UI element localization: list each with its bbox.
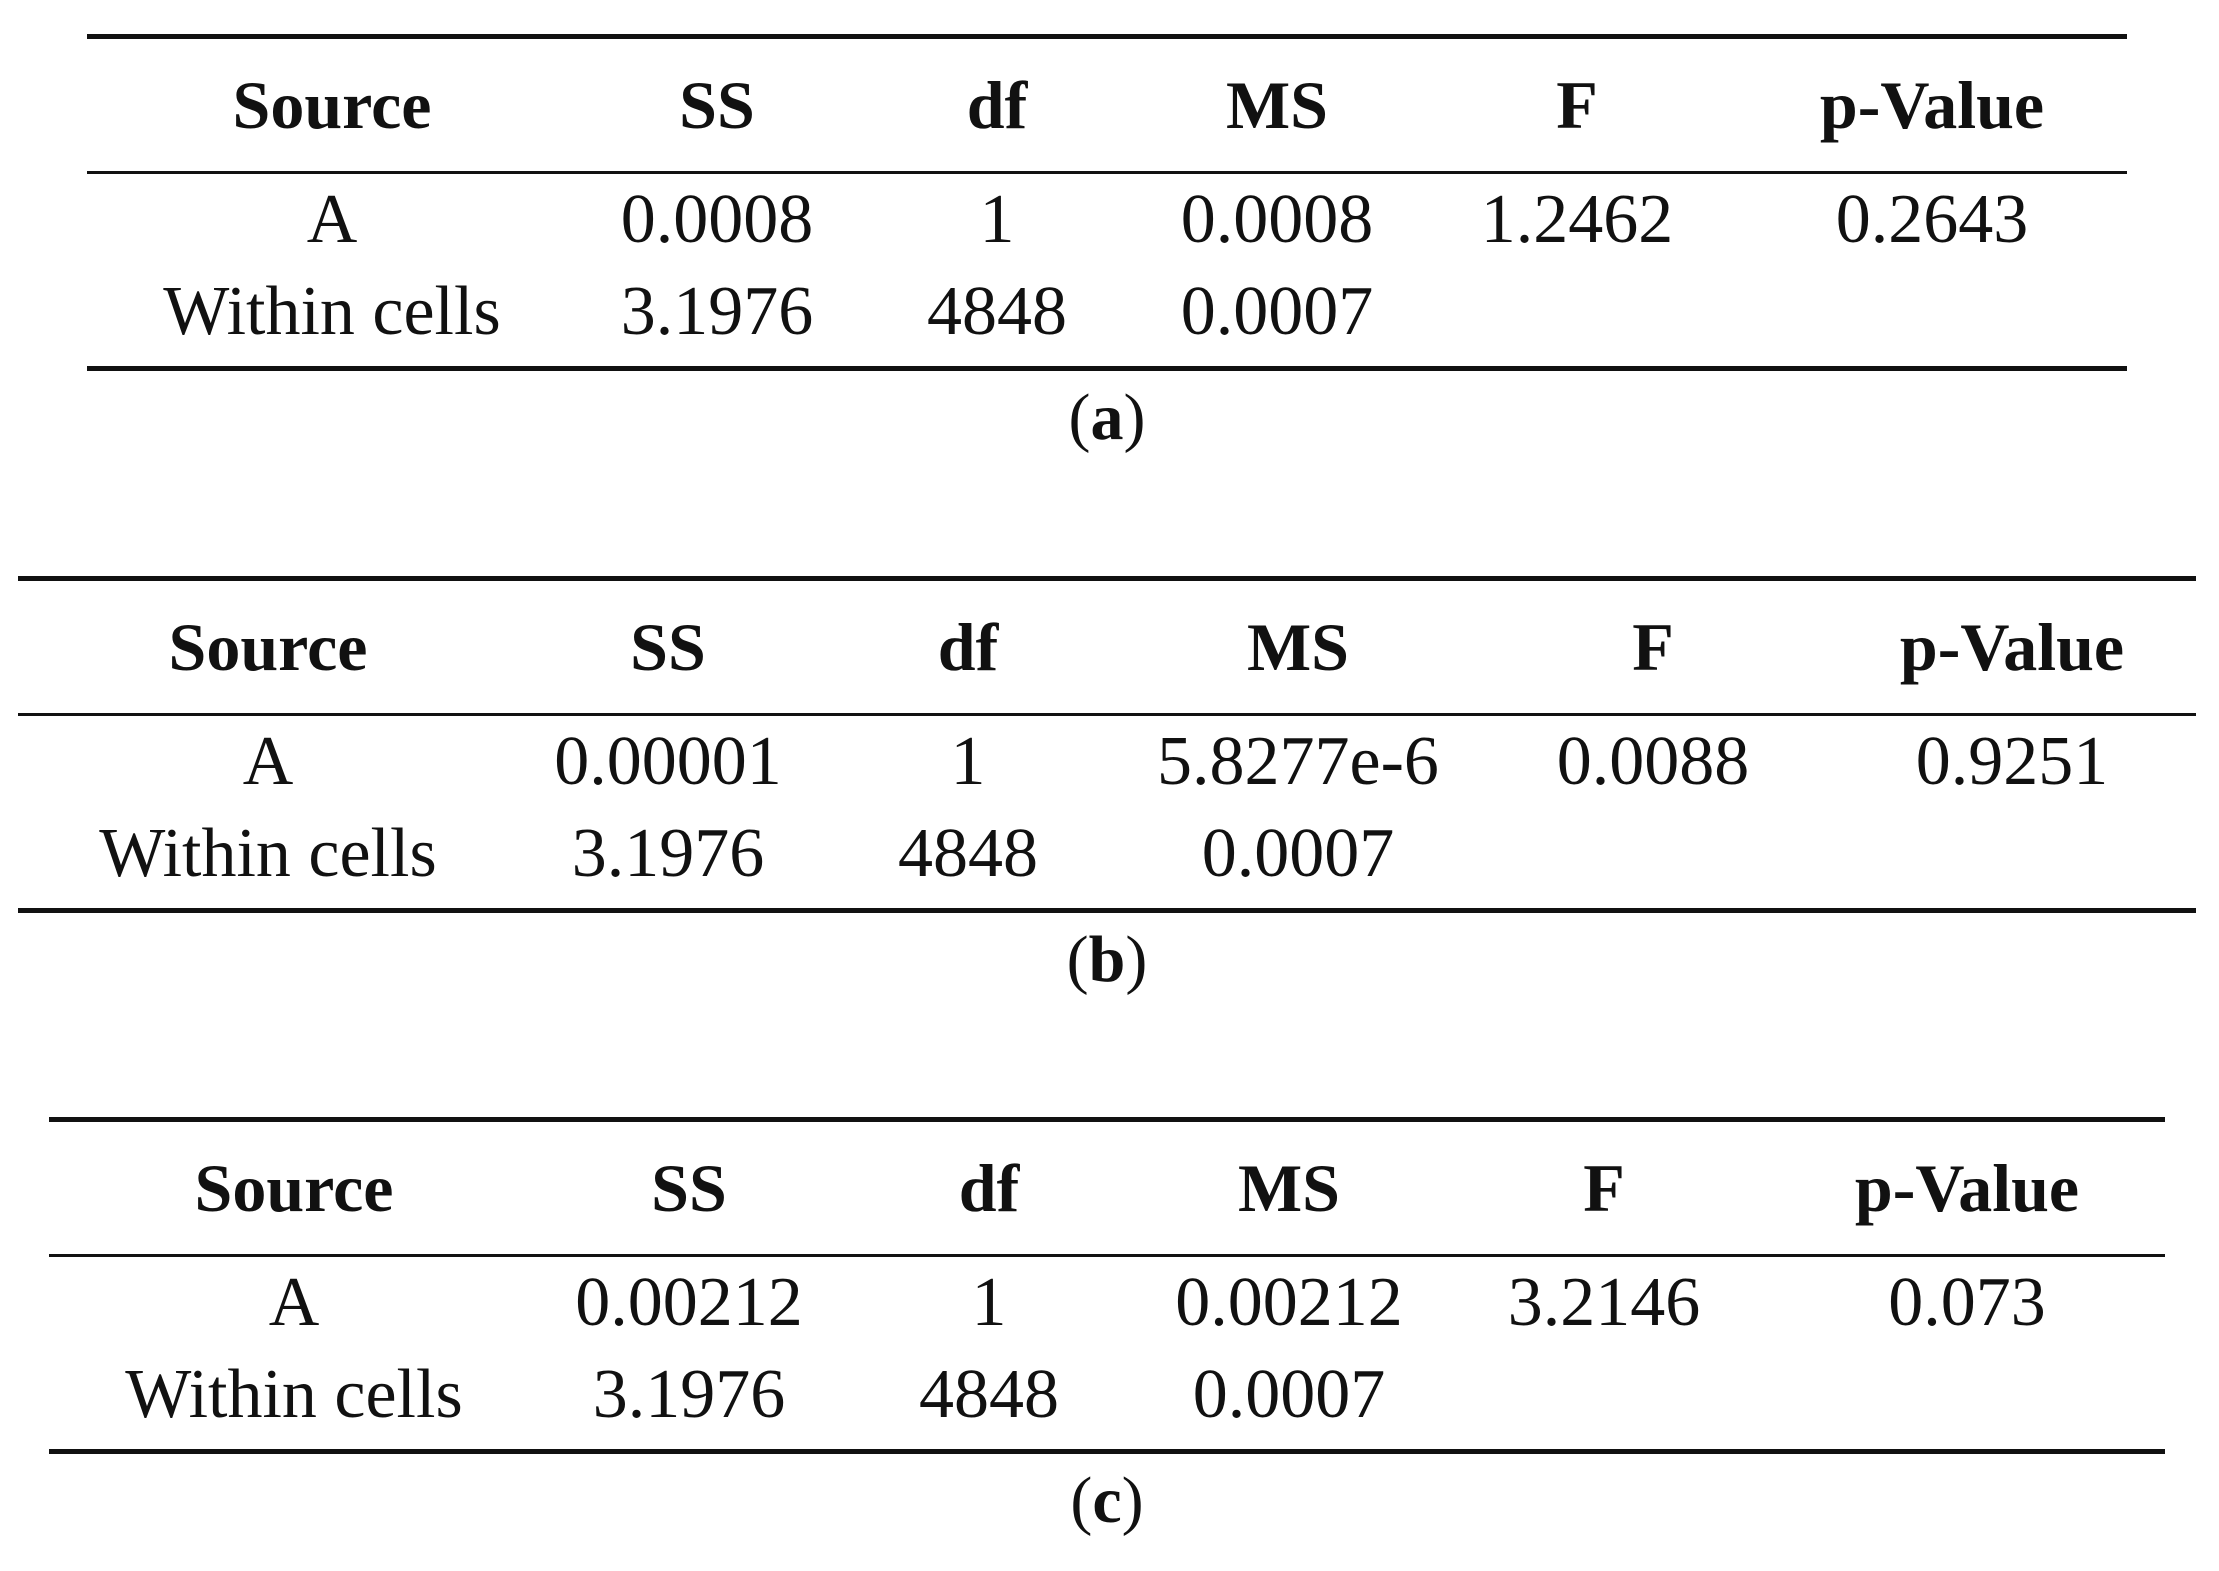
cell-f	[1417, 266, 1737, 366]
table-row: Within cells 3.1976 4848 0.0007	[87, 266, 2127, 366]
table-row: Within cells 3.1976 4848 0.0007	[49, 1349, 2165, 1449]
col-header-p-value: p-Value	[1819, 66, 2045, 143]
top-rule	[87, 34, 2127, 39]
col-header-ss: SS	[630, 608, 706, 685]
top-rule	[49, 1117, 2165, 1122]
cell-ms: 0.0008	[1180, 181, 1374, 258]
cell-ms: 0.0007	[1192, 1356, 1386, 1433]
cell-p-value: 0.9251	[1915, 723, 2109, 800]
cell-ms: 0.00212	[1175, 1264, 1403, 1341]
cell-f	[1478, 808, 1828, 908]
col-header-df: df	[937, 608, 999, 685]
col-header-f: F	[1583, 1149, 1625, 1226]
cell-ss: 3.1976	[592, 1356, 786, 1433]
anova-table-c: Source SS df MS F p-Value A 0.00212 1 0.…	[49, 1117, 2165, 1544]
cell-f	[1439, 1349, 1769, 1449]
cell-ms: 5.8277e-6	[1157, 723, 1439, 800]
cell-ss: 0.00212	[575, 1264, 803, 1341]
header-row: Source SS df MS F p-Value	[87, 39, 2127, 171]
cell-df: 4848	[919, 1356, 1059, 1433]
col-header-source: Source	[168, 608, 368, 685]
cell-f: 0.0088	[1556, 723, 1750, 800]
table-row: A 0.00212 1 0.00212 3.2146 0.073	[49, 1257, 2165, 1349]
col-header-ms: MS	[1226, 66, 1328, 143]
cell-source: Within cells	[125, 1356, 463, 1433]
cell-ss: 3.1976	[620, 273, 814, 350]
cell-df: 4848	[927, 273, 1067, 350]
table-row: A 0.00001 1 5.8277e-6 0.0088 0.9251	[18, 716, 2196, 808]
caption-letter: a	[1090, 381, 1124, 454]
header-rule	[18, 713, 2196, 716]
cell-df: 1	[950, 723, 986, 800]
cell-df: 1	[971, 1264, 1007, 1341]
bottom-rule	[87, 366, 2127, 371]
col-header-ss: SS	[679, 66, 755, 143]
table-a: Source SS df MS F p-Value A 0.0008 1 0.0…	[87, 39, 2127, 366]
cell-p-value: 0.2643	[1835, 181, 2029, 258]
table-b: Source SS df MS F p-Value A 0.00001 1 5.…	[18, 581, 2196, 908]
table-caption: (b)	[1066, 923, 1148, 996]
table-row: Within cells 3.1976 4848 0.0007	[18, 808, 2196, 908]
cell-df: 1	[979, 181, 1015, 258]
col-header-f: F	[1556, 66, 1598, 143]
caption-letter: b	[1088, 923, 1126, 996]
top-rule	[18, 576, 2196, 581]
header-rule	[49, 1254, 2165, 1257]
col-header-f: F	[1632, 608, 1674, 685]
anova-table-a: Source SS df MS F p-Value A 0.0008 1 0.0…	[87, 34, 2127, 461]
col-header-df: df	[966, 66, 1028, 143]
col-header-ss: SS	[651, 1149, 727, 1226]
col-header-p-value: p-Value	[1899, 608, 2125, 685]
col-header-ms: MS	[1238, 1149, 1340, 1226]
cell-ss: 3.1976	[571, 815, 765, 892]
cell-p-value	[1828, 808, 2196, 908]
cell-ms: 0.0007	[1201, 815, 1395, 892]
bottom-rule	[18, 908, 2196, 913]
cell-p-value	[1769, 1349, 2165, 1449]
header-rule	[87, 171, 2127, 174]
cell-source: Within cells	[99, 815, 437, 892]
table-caption: (c)	[1070, 1464, 1144, 1537]
header-row: Source SS df MS F p-Value	[18, 581, 2196, 713]
cell-ms: 0.0007	[1180, 273, 1374, 350]
cell-source: Within cells	[163, 273, 501, 350]
col-header-p-value: p-Value	[1854, 1149, 2080, 1226]
caption-letter: c	[1092, 1464, 1122, 1537]
cell-df: 4848	[898, 815, 1038, 892]
col-header-source: Source	[232, 66, 432, 143]
col-header-source: Source	[194, 1149, 394, 1226]
cell-source: A	[306, 181, 358, 258]
col-header-df: df	[958, 1149, 1020, 1226]
anova-table-b: Source SS df MS F p-Value A 0.00001 1 5.…	[18, 576, 2196, 1003]
cell-ss: 0.0008	[620, 181, 814, 258]
header-row: Source SS df MS F p-Value	[49, 1122, 2165, 1254]
cell-ss: 0.00001	[554, 723, 782, 800]
cell-p-value	[1737, 266, 2127, 366]
cell-f: 1.2462	[1480, 181, 1674, 258]
table-row: A 0.0008 1 0.0008 1.2462 0.2643	[87, 174, 2127, 266]
cell-source: A	[242, 723, 294, 800]
cell-source: A	[268, 1264, 320, 1341]
table-c: Source SS df MS F p-Value A 0.00212 1 0.…	[49, 1122, 2165, 1449]
cell-f: 3.2146	[1507, 1264, 1701, 1341]
col-header-ms: MS	[1247, 608, 1349, 685]
bottom-rule	[49, 1449, 2165, 1454]
cell-p-value: 0.073	[1888, 1264, 2046, 1341]
table-caption: (a)	[1068, 381, 1146, 454]
